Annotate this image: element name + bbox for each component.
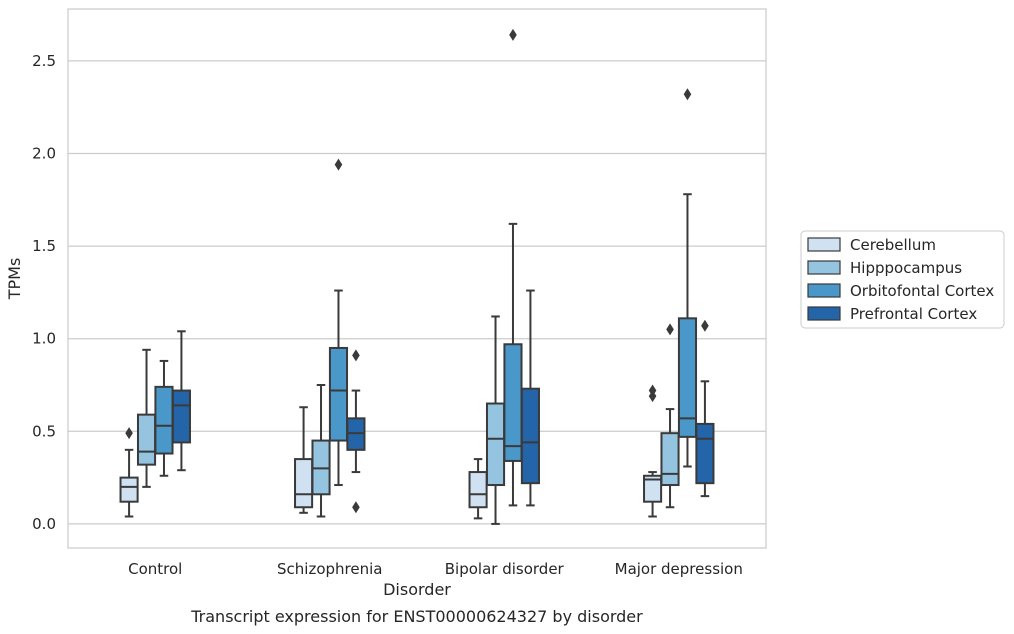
y-tick-label: 1.5: [32, 237, 56, 255]
x-tick-label: Control: [128, 560, 182, 578]
y-tick-label: 0.0: [32, 515, 56, 533]
legend-label: Hipppocampus: [850, 259, 962, 277]
x-axis-label: Disorder: [383, 580, 451, 599]
y-tick-label: 0.5: [32, 422, 56, 440]
legend-swatch: [807, 260, 841, 275]
legend-swatch: [807, 306, 841, 321]
box: [520, 387, 540, 485]
box: [328, 346, 349, 442]
legend-label: Prefrontal Cortex: [850, 305, 977, 323]
outlier-point: [666, 323, 674, 336]
outlier-point: [509, 28, 517, 41]
legend: Cerebellum Hipppocampus Orbitofontal Corte…: [800, 230, 1005, 329]
box-group: [119, 330, 191, 518]
box: [468, 471, 488, 509]
box-groups: [119, 28, 715, 525]
legend-swatch: [807, 283, 841, 298]
box: [503, 343, 523, 462]
plot-frame: [67, 8, 767, 549]
box: [660, 432, 680, 487]
outlier-point: [125, 427, 133, 440]
x-tick-label: Bipolar disorder: [445, 560, 565, 578]
box: [677, 317, 698, 438]
box: [294, 458, 314, 509]
legend-swatch: [807, 237, 841, 252]
box: [119, 476, 139, 503]
x-tick-label: Schizophrenia: [277, 560, 382, 578]
y-axis-label: TPMs: [5, 258, 24, 301]
y-tick-labels: 0.0 0.5 1.0 1.5 2.0 2.5: [32, 52, 56, 533]
box: [695, 422, 715, 485]
outlier-point: [683, 88, 692, 101]
outlier-point: [352, 501, 360, 514]
outlier-point: [334, 158, 343, 171]
x-tick-label: Major depression: [615, 560, 743, 578]
box: [485, 402, 506, 487]
y-tick-label: 2.0: [32, 144, 56, 162]
figure-caption: Transcript expression for ENST0000062432…: [190, 607, 643, 626]
box: [136, 413, 157, 466]
box: [171, 389, 191, 444]
y-tick-label: 1.0: [32, 330, 56, 348]
y-tick-label: 2.5: [32, 52, 56, 70]
outlier-point: [648, 384, 657, 397]
outlier-point: [352, 349, 360, 362]
box-group: [643, 88, 715, 518]
legend-label: Orbitofontal Cortex: [850, 282, 994, 300]
box-group: [294, 158, 366, 518]
box-group: [468, 28, 540, 525]
box: [643, 474, 663, 503]
box: [154, 385, 174, 455]
legend-label: Cerebellum: [850, 236, 936, 254]
outlier-point: [701, 319, 709, 332]
x-tick-labels: Control Schizophrenia Bipolar disorder Majo…: [128, 560, 743, 578]
legend-frame: [800, 230, 1005, 329]
